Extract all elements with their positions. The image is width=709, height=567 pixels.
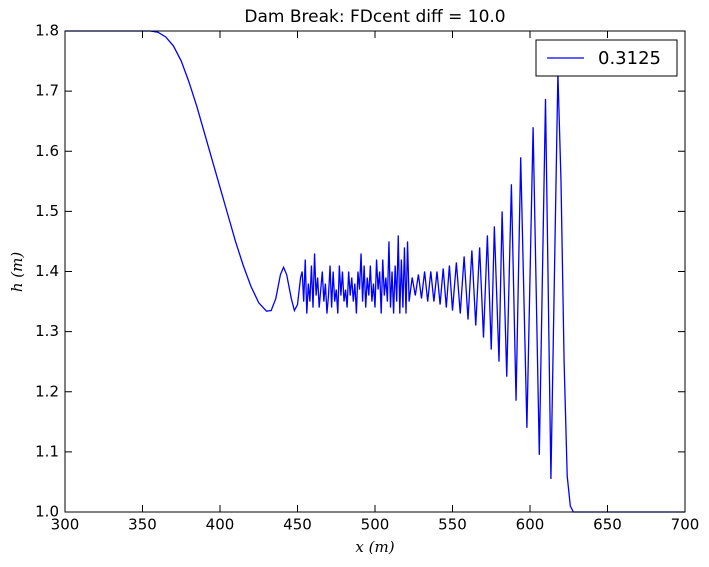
x-tick-label: 550	[438, 516, 467, 534]
x-tick-label: 450	[283, 516, 312, 534]
y-tick-label: 1.4	[35, 262, 59, 280]
y-tick-label: 1.7	[35, 82, 59, 100]
y-tick-label: 1.1	[35, 442, 59, 460]
y-axis-label: h (m)	[8, 252, 26, 293]
y-tick-label: 1.3	[35, 322, 59, 340]
y-tick-label: 1.2	[35, 382, 59, 400]
x-axis-label: x (m)	[355, 538, 394, 556]
x-tick-label: 600	[516, 516, 545, 534]
y-tick-label: 1.6	[35, 142, 59, 160]
x-tick-label: 500	[361, 516, 390, 534]
y-tick-label: 1.8	[35, 22, 59, 40]
x-tick-label: 400	[206, 516, 235, 534]
plot-frame	[64, 30, 686, 513]
x-tick-label: 700	[671, 516, 700, 534]
x-tick-label: 300	[51, 516, 80, 534]
data-line	[65, 30, 685, 513]
chart-title: Dam Break: FDcent diff = 10.0	[244, 7, 505, 27]
y-tick-label: 1.5	[35, 202, 59, 220]
y-tick-label: 1.0	[35, 503, 59, 521]
x-tick-label: 350	[128, 516, 157, 534]
x-tick-label: 650	[593, 516, 622, 534]
legend-label: 0.3125	[598, 48, 661, 69]
